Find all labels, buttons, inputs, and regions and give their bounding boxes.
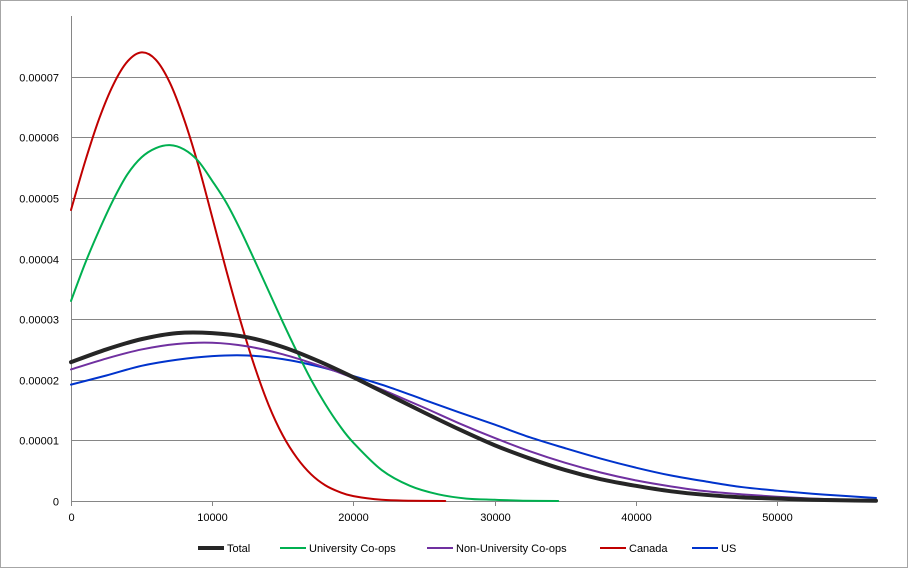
series-line-canada: [70, 51, 447, 502]
legend: Total University Co-ops Non-University Co-…: [198, 543, 736, 555]
legend-label: US: [721, 543, 736, 555]
y-tick-label: 0.00007: [19, 73, 59, 85]
x-tick-label: 10000: [197, 512, 228, 524]
y-tick-label: 0.00002: [19, 376, 59, 388]
x-tick-label: 30000: [480, 512, 511, 524]
series-lines: [69, 51, 878, 503]
series-line-us: [70, 354, 877, 499]
axes: 0 0.00001 0.00002 0.00003 0.00004 0.00005 0.00…: [19, 16, 876, 524]
y-tick-label: 0.00005: [19, 194, 59, 206]
series-line-university-co-ops: [70, 144, 560, 502]
y-tick-label: 0.00001: [19, 436, 59, 448]
legend-label: Non-University Co-ops: [456, 543, 567, 555]
x-tick-label: 0: [68, 512, 74, 524]
series-line-non-university-co-ops: [70, 341, 877, 502]
x-tick-label: 20000: [338, 512, 369, 524]
y-tick-label: 0.00003: [19, 315, 59, 327]
y-tick-label: 0: [53, 497, 59, 509]
series-line-total: [69, 330, 878, 503]
legend-label: Total: [227, 543, 250, 555]
legend-label: University Co-ops: [309, 543, 396, 555]
legend-label: Canada: [629, 543, 668, 555]
y-tick-label: 0.00006: [19, 133, 59, 145]
gridlines: [71, 77, 876, 502]
x-tick-label: 50000: [762, 512, 793, 524]
x-tick-label: 40000: [621, 512, 652, 524]
y-tick-label: 0.00004: [19, 255, 59, 267]
